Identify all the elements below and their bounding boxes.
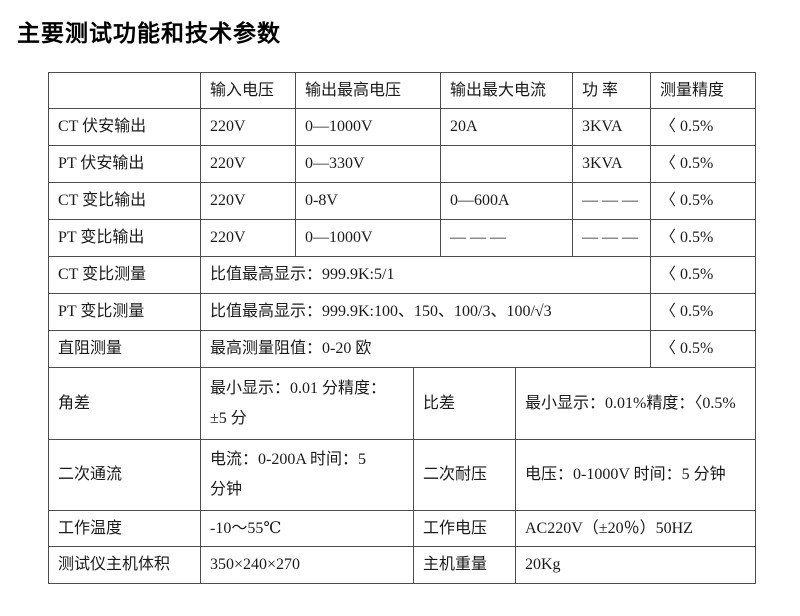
value-cell-accuracy: 〈 0.5% <box>650 108 756 146</box>
value-cell: 电压：0-1000V 时间：5 分钟 <box>515 439 756 511</box>
table-row-ct-ratio-measure: CT 变比测量 比值最高显示：999.9K:5/1 〈 0.5% <box>48 256 756 294</box>
row-label-cell: 二次耐压 <box>413 439 516 511</box>
row-label-cell: 主机重量 <box>413 546 516 584</box>
value-cell-power: 3KVA <box>572 145 651 183</box>
value-cell: -10～55℃ <box>200 510 414 547</box>
value-cell-input-voltage: 220V <box>200 108 296 146</box>
table-row-secondary-current: 二次通流 电流：0-200A 时间：5 分钟 二次耐压 电压：0-1000V 时… <box>48 439 756 511</box>
value-cell: AC220V（±20％）50HZ <box>515 510 756 547</box>
header-row: 输入电压 输出最高电压 输出最大电流 功 率 测量精度 <box>48 72 756 109</box>
value-cell-max-current: 20A <box>440 108 573 146</box>
value-cell-accuracy: 〈 0.5% <box>650 219 756 257</box>
row-label-cell: CT 伏安输出 <box>48 108 201 146</box>
row-label-cell: 比差 <box>413 367 516 440</box>
table-row-ct-ratio-output: CT 变比输出 220V 0-8V 0—600A ——— 〈 0.5% <box>48 182 756 220</box>
value-cell-input-voltage: 220V <box>200 219 296 257</box>
header-cell-input-voltage: 输入电压 <box>200 72 296 109</box>
spec-table-main: 输入电压 输出最高电压 输出最大电流 功 率 测量精度 CT 伏安输出 220V… <box>48 72 756 368</box>
table-row-host-size: 测试仪主机体积 350×240×270 主机重量 20Kg <box>48 546 756 584</box>
value-cell-power: ——— <box>572 182 651 220</box>
header-cell-accuracy: 测量精度 <box>650 72 756 109</box>
value-cell-accuracy: 〈 0.5% <box>650 330 756 368</box>
value-cell-power: ——— <box>572 219 651 257</box>
table-row-resistance-measure: 直阻测量 最高测量阻值：0-20 欧 〈 0.5% <box>48 330 756 368</box>
value-cell-max-voltage: 0-8V <box>295 182 441 220</box>
row-label-cell: 直阻测量 <box>48 330 201 368</box>
value-cell-accuracy: 〈 0.5% <box>650 182 756 220</box>
table-row-pt-va-output: PT 伏安输出 220V 0—330V 3KVA 〈 0.5% <box>48 145 756 183</box>
spec-table-secondary: 角差 最小显示：0.01 分精度： ±5 分 比差 最小显示：0.01%精度：〈… <box>48 367 756 584</box>
table-row-angle-error: 角差 最小显示：0.01 分精度： ±5 分 比差 最小显示：0.01%精度：〈… <box>48 367 756 440</box>
value-cell: 最小显示：0.01%精度：〈0.5% <box>515 367 756 440</box>
row-label-cell: 二次通流 <box>48 439 201 511</box>
spec-tables: 输入电压 输出最高电压 输出最大电流 功 率 测量精度 CT 伏安输出 220V… <box>48 72 756 584</box>
table-row-pt-ratio-output: PT 变比输出 220V 0—1000V ——— ——— 〈 0.5% <box>48 219 756 257</box>
row-label-cell: 工作电压 <box>413 510 516 547</box>
value-cell-max-current <box>440 145 573 183</box>
value-cell-max-current: ——— <box>440 219 573 257</box>
row-label-cell: CT 变比输出 <box>48 182 201 220</box>
value-cell-accuracy: 〈 0.5% <box>650 256 756 294</box>
row-label-cell: PT 变比测量 <box>48 293 201 331</box>
header-cell-empty <box>48 72 201 109</box>
value-cell-accuracy: 〈 0.5% <box>650 293 756 331</box>
table-row-ct-va-output: CT 伏安输出 220V 0—1000V 20A 3KVA 〈 0.5% <box>48 108 756 146</box>
value-cell-max-voltage: 0—1000V <box>295 108 441 146</box>
row-label-cell: PT 伏安输出 <box>48 145 201 183</box>
row-label-cell: 角差 <box>48 367 201 440</box>
value-cell-max-voltage: 0—330V <box>295 145 441 183</box>
value-cell: 电流：0-200A 时间：5 分钟 <box>200 439 414 511</box>
value-cell: 最小显示：0.01 分精度： ±5 分 <box>200 367 414 440</box>
value-cell-max-voltage: 0—1000V <box>295 219 441 257</box>
value-cell-max-current: 0—600A <box>440 182 573 220</box>
table-row-working-temperature: 工作温度 -10～55℃ 工作电压 AC220V（±20％）50HZ <box>48 510 756 547</box>
value-cell-accuracy: 〈 0.5% <box>650 145 756 183</box>
row-label-cell: PT 变比输出 <box>48 219 201 257</box>
merged-value-cell: 比值最高显示：999.9K:100、150、100/3、100/√3 <box>200 293 651 331</box>
header-cell-max-output-current: 输出最大电流 <box>440 72 573 109</box>
value-cell: 350×240×270 <box>200 546 414 584</box>
table-row-pt-ratio-measure: PT 变比测量 比值最高显示：999.9K:100、150、100/3、100/… <box>48 293 756 331</box>
value-cell-input-voltage: 220V <box>200 182 296 220</box>
header-cell-max-output-voltage: 输出最高电压 <box>295 72 441 109</box>
row-label-cell: CT 变比测量 <box>48 256 201 294</box>
value-cell-input-voltage: 220V <box>200 145 296 183</box>
row-label-cell: 工作温度 <box>48 510 201 547</box>
row-label-cell: 测试仪主机体积 <box>48 546 201 584</box>
merged-value-cell: 最高测量阻值：0-20 欧 <box>200 330 651 368</box>
merged-value-cell: 比值最高显示：999.9K:5/1 <box>200 256 651 294</box>
header-cell-power: 功 率 <box>572 72 651 109</box>
page-title: 主要测试功能和技术参数 <box>17 21 281 46</box>
value-cell-power: 3KVA <box>572 108 651 146</box>
value-cell: 20Kg <box>515 546 756 584</box>
